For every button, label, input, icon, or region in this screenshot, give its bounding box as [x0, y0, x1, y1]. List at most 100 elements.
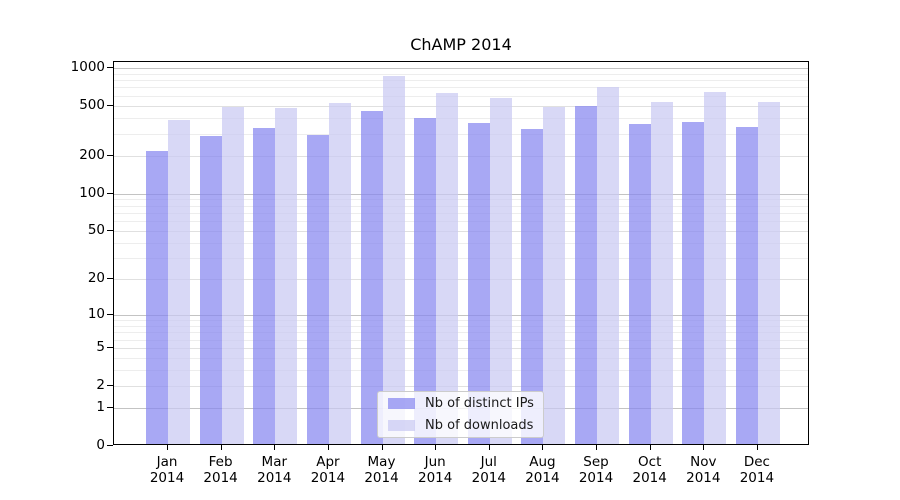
x-tick-mark — [167, 445, 168, 450]
x-tick-mark — [596, 445, 597, 450]
gridline-minor — [114, 325, 808, 327]
bar-distinct-ips-jun — [414, 117, 437, 444]
gridline — [114, 385, 808, 387]
y-tick-label: 20 — [87, 270, 105, 287]
gridline-minor — [114, 205, 808, 207]
legend-swatch-distinct-ips — [388, 398, 415, 409]
y-tick-mark — [107, 66, 113, 68]
bar-distinct-ips-jan — [146, 151, 168, 444]
plot-area — [113, 61, 809, 445]
gridline-minor — [114, 73, 808, 75]
bar-distinct-ips-nov — [682, 122, 705, 444]
gridline — [114, 67, 808, 69]
gridline-minor — [114, 332, 808, 334]
bar-downloads-feb — [221, 106, 244, 444]
y-tick-label: 50 — [87, 221, 105, 238]
gridline — [114, 193, 808, 195]
legend-swatch-downloads — [388, 420, 415, 431]
x-tick-label: Mar 2014 — [257, 454, 292, 486]
legend-label-distinct-ips: Nb of distinct IPs — [425, 396, 534, 411]
x-tick-label: Jul 2014 — [471, 454, 506, 486]
bar-downloads-apr — [328, 103, 351, 444]
bar-distinct-ips-oct — [628, 124, 651, 444]
y-tick-label: 0 — [96, 437, 105, 453]
bar-downloads-mar — [275, 107, 298, 444]
x-tick-mark — [542, 445, 544, 450]
x-tick-label: Jan 2014 — [149, 454, 185, 486]
y-tick-mark — [107, 313, 113, 315]
x-tick-label: May 2014 — [364, 454, 399, 486]
bar-downloads-jan — [168, 119, 190, 444]
bar-downloads-aug — [543, 107, 566, 444]
gridline-minor — [114, 199, 808, 201]
bar-distinct-ips-apr — [306, 135, 329, 444]
y-tick-mark — [107, 347, 113, 348]
y-tick-label: 1 — [96, 399, 105, 416]
x-tick-mark — [703, 445, 705, 450]
legend-item-distinct-ips: Nb of distinct IPs — [388, 396, 535, 411]
gridline-minor — [114, 370, 808, 372]
y-tick-mark — [107, 445, 113, 446]
gridline-minor — [114, 357, 808, 359]
y-tick-mark — [107, 384, 113, 386]
gridline-minor — [114, 242, 808, 244]
bar-downloads-jul — [489, 98, 512, 444]
gridline-minor — [114, 320, 808, 321]
chart-title: ChAMP 2014 — [410, 35, 512, 54]
bar-downloads-dec — [757, 101, 780, 444]
y-tick-label: 500 — [79, 96, 105, 113]
x-tick-label: Aug 2014 — [525, 454, 560, 486]
bar-distinct-ips-dec — [735, 127, 758, 444]
gridline-minor — [114, 118, 808, 119]
y-tick-label: 10 — [87, 305, 105, 322]
x-tick-label: Sep 2014 — [578, 454, 614, 486]
gridline-minor — [114, 221, 808, 222]
y-tick-label: 2 — [96, 376, 105, 393]
legend: Nb of distinct IPs Nb of downloads — [377, 391, 544, 438]
gridline-minor — [114, 133, 808, 135]
gridline — [114, 105, 808, 107]
gridline — [114, 279, 808, 281]
gridline-minor — [114, 87, 808, 89]
x-tick-mark — [756, 445, 758, 450]
y-tick-label: 1000 — [70, 58, 105, 75]
gridline-minor — [114, 95, 808, 97]
y-tick-mark — [107, 192, 113, 194]
bar-downloads-may — [382, 76, 405, 444]
y-tick-label: 100 — [79, 184, 105, 201]
bar-downloads-nov — [704, 92, 727, 444]
bar-distinct-ips-jul — [467, 123, 490, 444]
x-tick-mark — [220, 445, 222, 450]
y-tick-mark — [107, 407, 113, 409]
bar-downloads-oct — [650, 102, 673, 444]
y-tick-mark — [107, 278, 113, 280]
x-tick-mark — [381, 445, 383, 450]
bar-distinct-ips-may — [360, 110, 383, 444]
legend-label-downloads: Nb of downloads — [425, 418, 534, 433]
x-tick-label: Oct 2014 — [632, 454, 667, 486]
x-tick-label: Apr 2014 — [310, 454, 346, 486]
gridline — [114, 155, 808, 157]
y-tick-mark — [107, 229, 113, 231]
gridline — [114, 348, 808, 349]
gridline — [114, 314, 808, 316]
gridline-minor — [114, 339, 808, 341]
bar-downloads-sep — [597, 87, 619, 444]
y-tick-mark — [107, 154, 113, 156]
x-tick-label: Nov 2014 — [686, 454, 721, 486]
x-tick-label: Feb 2014 — [203, 454, 238, 486]
gridline — [114, 230, 808, 232]
gridline-minor — [114, 258, 808, 260]
bar-distinct-ips-sep — [575, 106, 597, 444]
bar-distinct-ips-aug — [521, 129, 544, 444]
gridline-minor — [114, 212, 808, 214]
y-tick-label: 200 — [79, 146, 105, 163]
x-tick-mark — [327, 445, 329, 450]
y-tick-label: 5 — [96, 339, 105, 355]
x-tick-mark — [649, 445, 651, 450]
gridline-minor — [114, 80, 808, 82]
x-tick-label: Jun 2014 — [418, 454, 453, 486]
x-tick-mark — [274, 445, 276, 450]
x-tick-mark — [435, 445, 437, 450]
bar-distinct-ips-feb — [199, 136, 222, 444]
